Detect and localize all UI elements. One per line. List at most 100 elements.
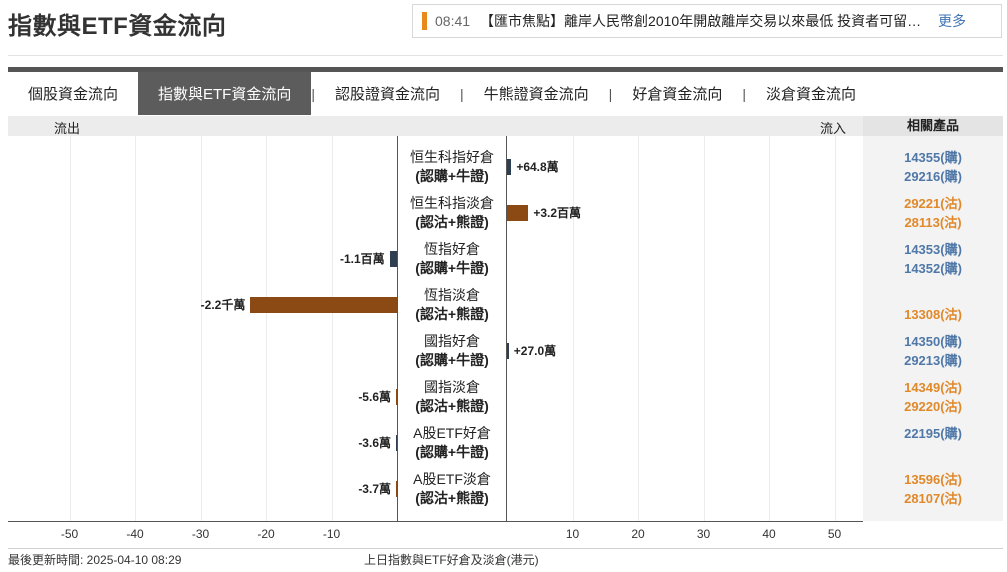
flow-bar[interactable]	[389, 251, 397, 267]
flow-value-label: +27.0萬	[513, 344, 557, 358]
category-type: (認購+牛證)	[415, 444, 489, 460]
category-type: (認沽+熊證)	[415, 214, 489, 230]
news-ticker[interactable]: 08:41 【匯市焦點】離岸人民幣創2010年開啟離岸交易以來最低 投資者可留意…	[412, 4, 1002, 38]
category-name: 恆指淡倉	[424, 287, 480, 303]
x-tick-label: 10	[565, 527, 580, 541]
flow-bar[interactable]	[250, 297, 397, 313]
row-category: 國指好倉 (認購+牛證)	[397, 332, 507, 370]
x-tick-label: 30	[696, 527, 711, 541]
category-type: (認沽+熊證)	[415, 306, 489, 322]
flow-value-label: -3.6萬	[358, 436, 391, 450]
tab-separator: |	[460, 85, 464, 102]
category-type: (認購+牛證)	[415, 352, 489, 368]
x-tick-label: 20	[631, 527, 645, 541]
x-tick-label: -40	[126, 527, 144, 541]
product-link[interactable]: 29220(沽)	[904, 399, 962, 414]
grid-line	[331, 136, 333, 521]
product-link[interactable]: 14350(購)	[904, 334, 962, 349]
product-link[interactable]: 14349(沽)	[904, 380, 962, 395]
category-name: 恆指好倉	[424, 241, 480, 257]
table-header: 流出 流入	[8, 116, 1003, 136]
grid-line	[200, 136, 202, 521]
tab-bar: 個股資金流向 指數與ETF資金流向 | 認股證資金流向 | 牛熊證資金流向 | 好倉資金流向 |…	[8, 67, 1003, 115]
grid-line	[572, 136, 574, 521]
x-tick-label: -20	[257, 527, 275, 541]
category-name: A股ETF好倉	[413, 425, 491, 441]
row-category: 恆指淡倉 (認沽+熊證)	[397, 286, 507, 324]
last-updated: 最後更新時間: 2025-04-10 08:29	[8, 553, 182, 567]
flow-bar[interactable]	[507, 205, 529, 221]
flow-value-label: +3.2百萬	[533, 206, 582, 220]
tab-1[interactable]: 指數與ETF資金流向	[138, 72, 312, 115]
flow-value-label: -3.7萬	[358, 482, 391, 496]
product-link[interactable]: 29216(購)	[904, 169, 962, 184]
grid-line	[69, 136, 71, 521]
tab-separator: |	[608, 85, 613, 102]
more-link[interactable]: 更多	[938, 13, 967, 29]
footer-divider	[8, 548, 1003, 549]
row-category: 國指淡倉 (認沽+熊證)	[397, 378, 507, 416]
divider	[8, 55, 1003, 56]
grid-line	[135, 136, 136, 521]
row-category: A股ETF淡倉 (認沽+熊證)	[397, 470, 507, 508]
x-tick-label: -10	[322, 527, 341, 541]
x-tick-label: -50	[60, 527, 79, 541]
grid-line	[266, 136, 267, 521]
flow-chart: -50 -40 -30 -20 -10 10 20 30 40 50 14355(購) 29216(購…	[0, 136, 1007, 548]
grid-line	[834, 136, 836, 521]
flow-bar[interactable]	[396, 389, 397, 405]
x-tick-label: -30	[191, 527, 210, 541]
product-link[interactable]: 22195(購)	[904, 426, 962, 441]
category-type: (認購+牛證)	[415, 168, 489, 184]
product-link[interactable]: 14353(購)	[904, 242, 962, 257]
row-category: A股ETF好倉 (認購+牛證)	[397, 424, 507, 462]
tab-5[interactable]: 淡倉資金流向	[765, 86, 856, 103]
tab-separator: |	[742, 85, 746, 102]
row-category: 恒生科指好倉 (認購+牛證)	[397, 148, 507, 186]
flow-bar[interactable]	[396, 435, 397, 451]
ticker-accent	[422, 12, 427, 30]
tab-separator: |	[311, 85, 315, 102]
x-tick-label: 40	[762, 527, 776, 541]
product-link[interactable]: 13596(沽)	[904, 472, 962, 487]
flow-value-label: -1.1百萬	[339, 252, 385, 266]
category-name: A股ETF淡倉	[413, 471, 491, 487]
category-name: 恒生科指好倉	[410, 149, 494, 165]
product-link[interactable]: 28113(沽)	[904, 215, 962, 230]
tab-0[interactable]: 個股資金流向	[28, 86, 119, 103]
grid-line	[703, 136, 705, 521]
tab-4[interactable]: 好倉資金流向	[632, 86, 723, 103]
chart-caption: 上日指數與ETF好倉及淡倉(港元)	[364, 553, 539, 567]
category-name: 恒生科指淡倉	[410, 195, 494, 211]
category-name: 國指淡倉	[424, 379, 480, 395]
product-link[interactable]: 13308(沽)	[904, 307, 962, 322]
products-header: 相關產品	[863, 116, 1003, 136]
category-type: (認沽+熊證)	[415, 398, 489, 414]
page-title: 指數與ETF資金流向	[8, 13, 227, 40]
outflow-label: 流出	[54, 121, 81, 136]
flow-bar[interactable]	[507, 343, 509, 359]
ticker-headline-link[interactable]: 【匯市焦點】離岸人民幣創2010年開啟離岸交易以來最低 投資者可留意以下產品	[480, 13, 931, 29]
tab-2[interactable]: 認股證資金流向	[335, 86, 441, 103]
x-tick-label: 50	[827, 527, 842, 541]
category-type: (認沽+熊證)	[415, 490, 489, 506]
flow-bar[interactable]	[507, 159, 512, 175]
x-axis	[8, 521, 863, 522]
product-link[interactable]: 28107(沽)	[904, 491, 962, 506]
product-link[interactable]: 14355(購)	[904, 150, 962, 165]
product-link[interactable]: 29213(購)	[904, 353, 962, 368]
flow-bar[interactable]	[396, 481, 397, 497]
product-link[interactable]: 14352(購)	[904, 261, 962, 276]
category-column	[397, 136, 507, 521]
category-name: 國指好倉	[424, 333, 480, 349]
row-category: 恆指好倉 (認購+牛證)	[397, 240, 507, 278]
flow-value-label: -2.2千萬	[200, 298, 246, 312]
flow-value-label: +64.8萬	[516, 160, 559, 174]
tab-3[interactable]: 牛熊證資金流向	[483, 86, 589, 103]
grid-line	[638, 136, 639, 521]
product-link[interactable]: 29221(沽)	[904, 196, 962, 211]
grid-line	[769, 136, 770, 521]
related-products-column: 14355(購) 29216(購) 29221(沽) 28113(沽) 14353(購)…	[863, 136, 1003, 521]
inflow-label: 流入	[820, 121, 847, 136]
ticker-time: 08:41	[435, 13, 471, 29]
